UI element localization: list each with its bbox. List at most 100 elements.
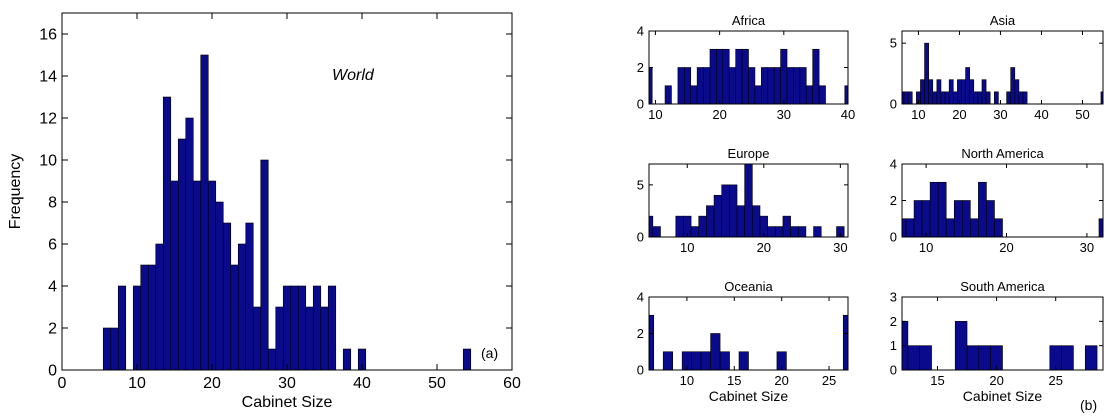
y-tick-label: 4 bbox=[890, 157, 897, 172]
histogram-bar bbox=[774, 226, 784, 238]
histogram-bar bbox=[721, 184, 730, 238]
x-tick-label: 50 bbox=[428, 375, 446, 392]
chart-title: Oceania bbox=[724, 279, 773, 294]
histogram-bar bbox=[735, 48, 743, 105]
histogram-bar bbox=[754, 85, 762, 105]
chart-title: South America bbox=[960, 279, 1045, 294]
x-tick-label: 10 bbox=[648, 107, 662, 122]
histogram-bar bbox=[684, 67, 692, 105]
histogram-bar bbox=[793, 67, 801, 105]
histogram-bar bbox=[297, 285, 307, 371]
x-tick-label: 30 bbox=[1080, 240, 1094, 255]
histogram-bar bbox=[1010, 67, 1016, 105]
axes-frame bbox=[901, 30, 1104, 105]
histogram-bar bbox=[110, 327, 119, 371]
histogram-bar bbox=[722, 48, 730, 105]
histogram-bar bbox=[275, 306, 284, 371]
histogram-bar bbox=[761, 67, 769, 105]
histogram-bar bbox=[978, 345, 991, 371]
histogram-bar bbox=[977, 91, 983, 105]
histogram-bar bbox=[1098, 218, 1104, 238]
histogram-bar bbox=[716, 48, 724, 105]
histogram-bar bbox=[245, 222, 254, 371]
x-tick-label: 50 bbox=[1075, 107, 1089, 122]
histogram-bar bbox=[986, 200, 995, 238]
histogram-bar bbox=[703, 67, 711, 105]
histogram-bar bbox=[812, 48, 820, 105]
histogram-bar bbox=[728, 67, 736, 105]
histogram-bar bbox=[200, 54, 209, 371]
chart-annotation: World bbox=[332, 67, 375, 84]
histogram-bar bbox=[155, 243, 164, 371]
histogram-bar bbox=[936, 79, 942, 105]
histogram-bar bbox=[813, 226, 822, 238]
histogram-bar bbox=[842, 314, 849, 371]
y-tick-label: 0 bbox=[637, 363, 644, 378]
histogram-bar bbox=[805, 85, 813, 105]
y-tick-label: 4 bbox=[637, 24, 644, 39]
x-axis-label: Cabinet Size bbox=[242, 394, 333, 411]
y-tick-label: 2 bbox=[637, 326, 644, 341]
histogram-bar bbox=[691, 351, 702, 371]
histogram-bar bbox=[961, 200, 971, 238]
chart-title: Asia bbox=[990, 13, 1016, 28]
y-tick-label: 0 bbox=[637, 97, 644, 112]
x-axis-label: Cabinet Size bbox=[963, 388, 1043, 404]
histogram-bar bbox=[320, 306, 329, 371]
histogram-bar bbox=[648, 314, 655, 371]
histogram-bar bbox=[282, 285, 292, 371]
panel-label-b: (b) bbox=[1080, 397, 1097, 413]
histogram-bar bbox=[767, 67, 775, 105]
chart-panel-0: 0 10 20 30 40 50 60 0 2 4 6 8 10 12 14 16 Cabinet Size Fr… bbox=[7, 12, 521, 411]
x-tick-label: 20 bbox=[712, 107, 726, 122]
histogram-bar bbox=[744, 163, 753, 238]
histogram-bar bbox=[741, 48, 749, 105]
histogram-bar bbox=[690, 85, 698, 105]
histogram-bar bbox=[786, 67, 794, 105]
histogram-bar bbox=[952, 91, 958, 105]
histogram-bar bbox=[907, 91, 913, 105]
histogram-bar bbox=[230, 264, 239, 371]
histogram-bar bbox=[924, 42, 929, 105]
histogram-bar bbox=[907, 345, 921, 371]
histogram-bar bbox=[237, 243, 247, 371]
histogram-bar bbox=[920, 79, 925, 105]
chart-panel-2: 10 20 30 40 50 0 5 Asia bbox=[890, 13, 1104, 122]
histogram-bar bbox=[662, 351, 673, 371]
histogram-bar bbox=[706, 205, 715, 238]
histogram-bar bbox=[994, 218, 1003, 238]
histogram-bar bbox=[1022, 91, 1028, 105]
x-tick-label: 30 bbox=[833, 240, 847, 255]
x-tick-label: 25 bbox=[1048, 373, 1062, 388]
y-tick-label: 12 bbox=[39, 111, 57, 128]
histogram-bar bbox=[267, 348, 277, 371]
x-tick-label: 10 bbox=[680, 240, 694, 255]
histogram-bar bbox=[965, 67, 970, 105]
x-tick-label: 20 bbox=[203, 375, 221, 392]
histogram-bar bbox=[677, 67, 685, 105]
histogram-bar bbox=[748, 67, 756, 105]
axes-frame bbox=[901, 296, 1104, 371]
y-tick-label: 16 bbox=[39, 27, 57, 44]
x-tick-label: 10 bbox=[911, 107, 925, 122]
histogram-bar bbox=[913, 200, 923, 238]
histogram-bar bbox=[940, 91, 946, 105]
histogram-bar bbox=[207, 180, 217, 371]
x-tick-label: 20 bbox=[999, 240, 1013, 255]
histogram-bar bbox=[117, 285, 127, 371]
y-tick-label: 0 bbox=[637, 230, 644, 245]
histogram-bar bbox=[970, 218, 979, 238]
histogram-bar bbox=[953, 200, 963, 238]
histogram-bar bbox=[945, 218, 955, 238]
histogram-bar bbox=[312, 285, 322, 371]
chart-title: North America bbox=[961, 146, 1044, 161]
histogram-bar bbox=[961, 79, 966, 105]
histogram-bar bbox=[260, 159, 269, 371]
y-axis-label: Frequency bbox=[7, 154, 24, 230]
histogram-bar bbox=[327, 285, 337, 371]
y-tick-label: 5 bbox=[637, 177, 644, 192]
y-tick-label: 0 bbox=[890, 230, 897, 245]
histogram-bar bbox=[342, 348, 352, 371]
histogram-bar bbox=[738, 351, 749, 371]
histogram-bar bbox=[978, 181, 987, 238]
